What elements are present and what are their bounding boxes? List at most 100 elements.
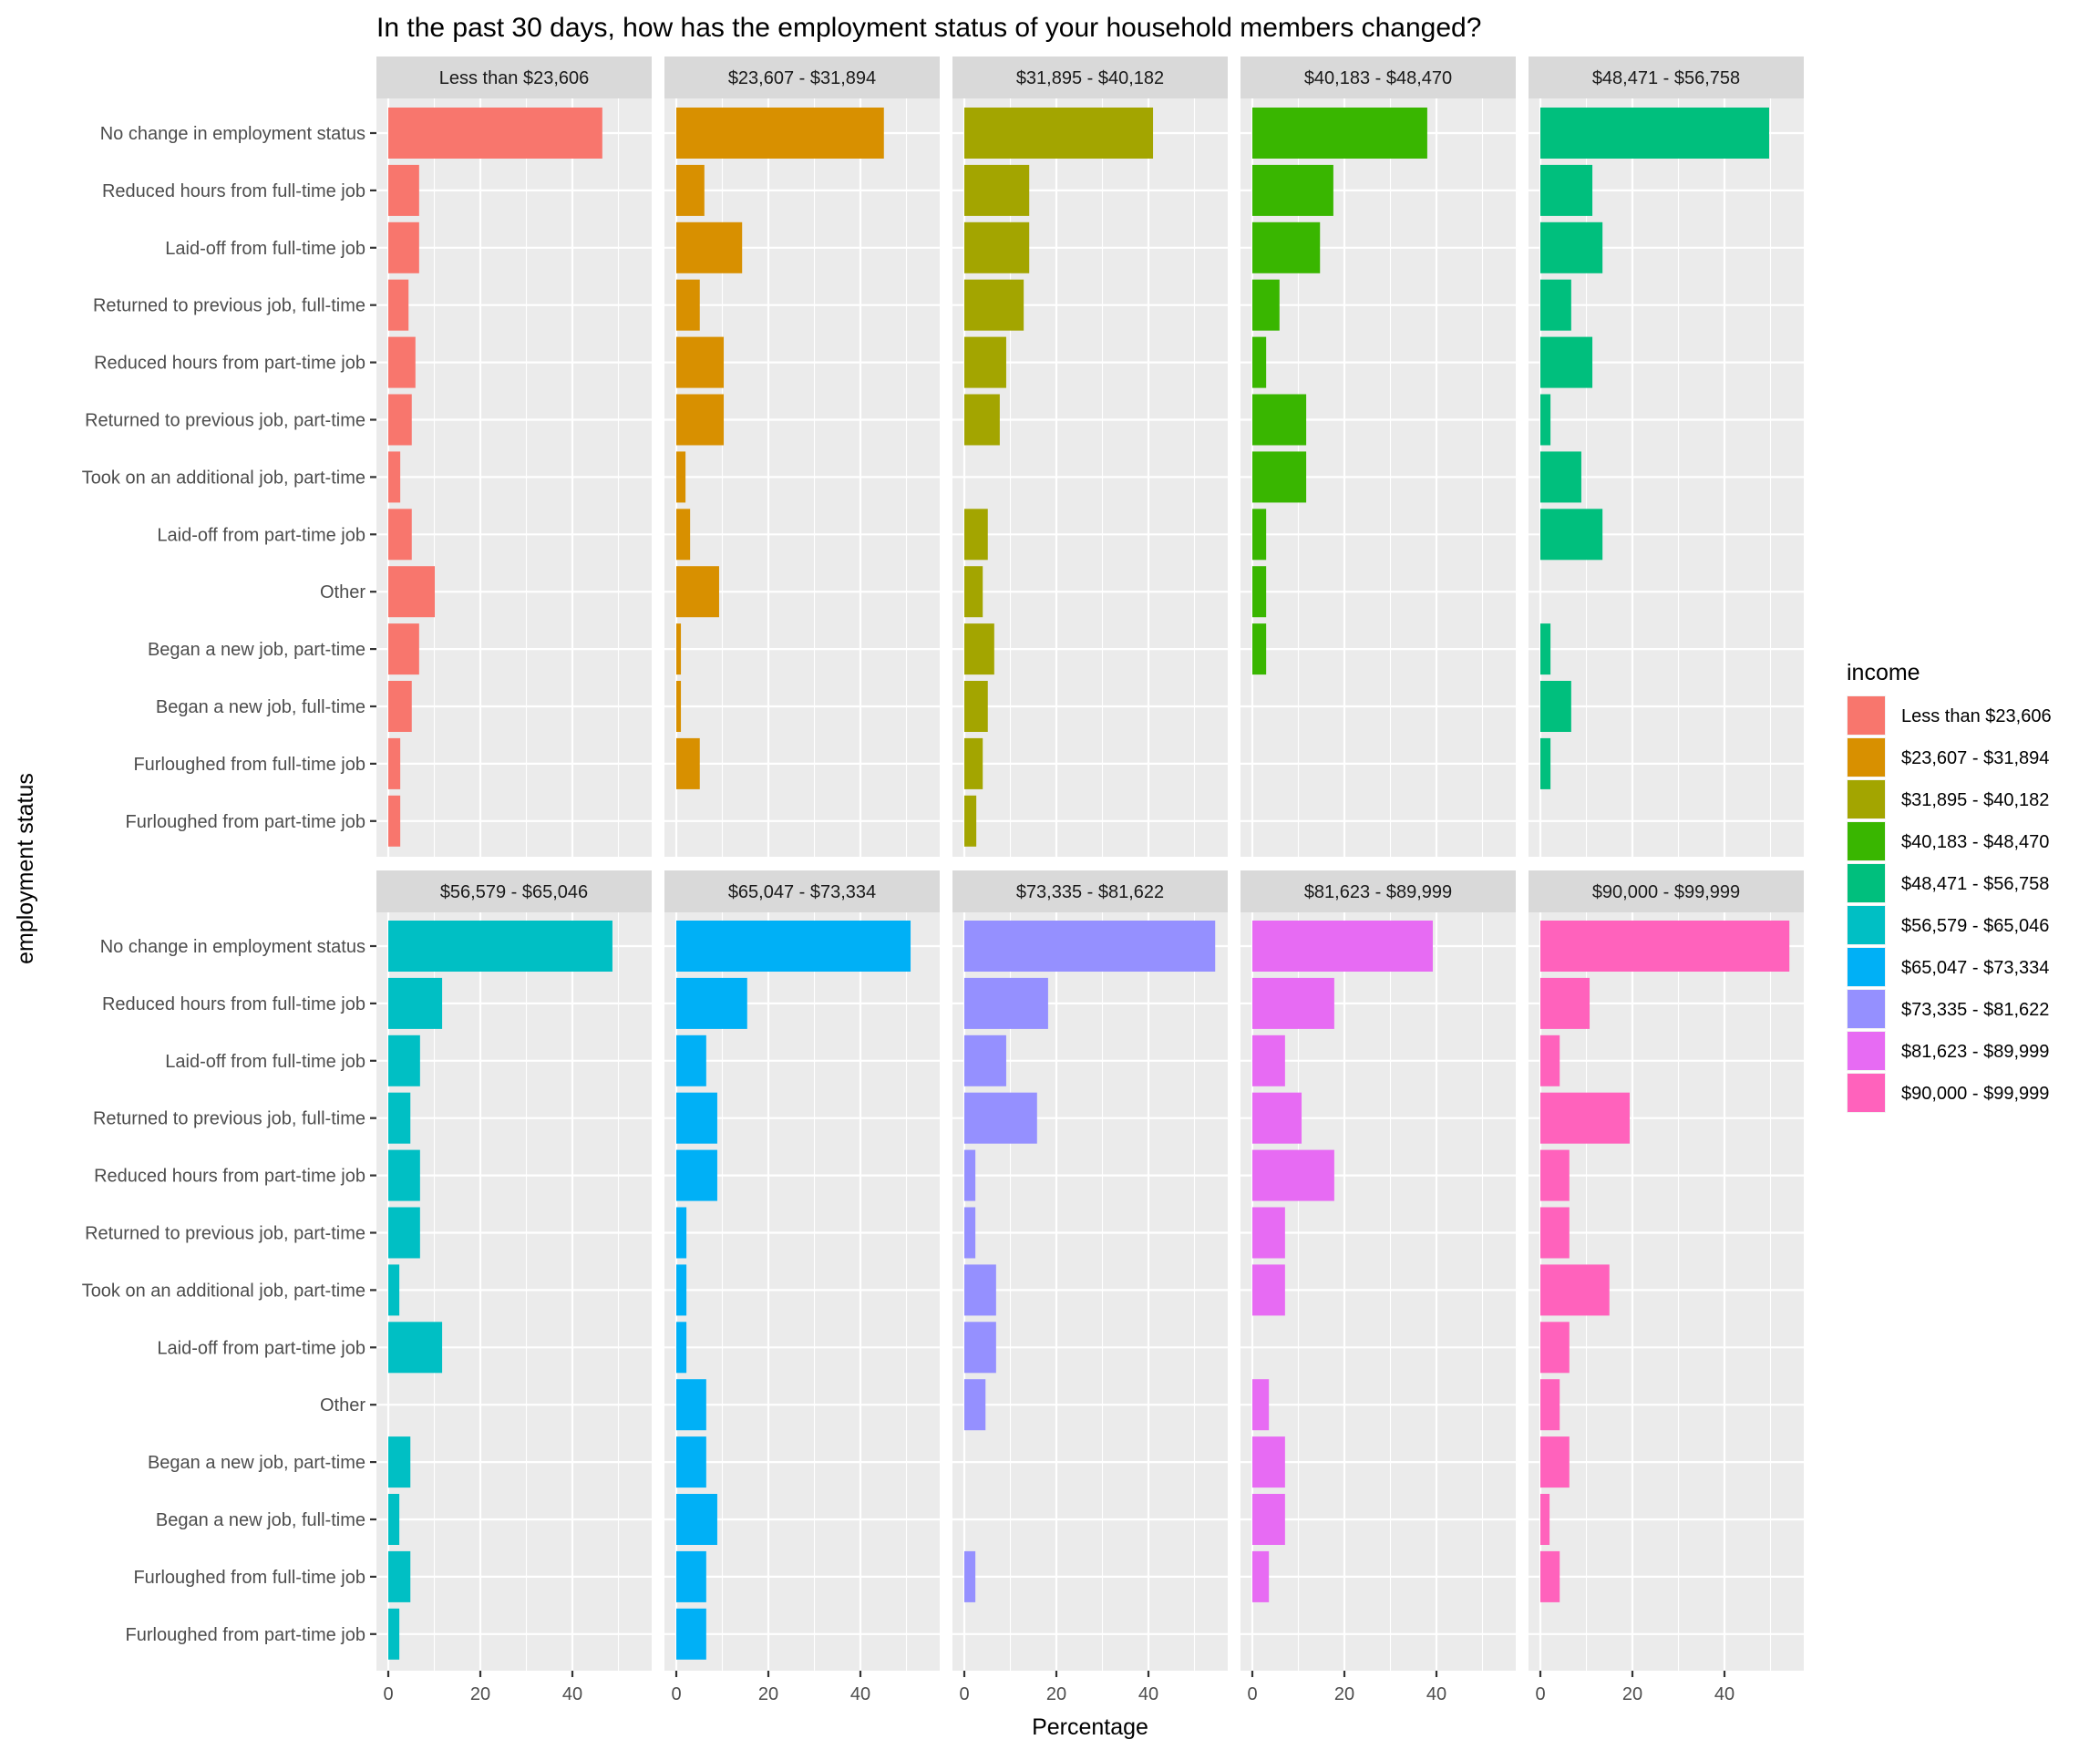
legend-item: $81,623 - $89,999 [1847, 1031, 2049, 1071]
bar [1540, 681, 1571, 732]
legend-swatch [1848, 1074, 1885, 1112]
bar [1252, 1494, 1285, 1545]
bar [676, 336, 725, 388]
bar [676, 394, 725, 446]
bar [1252, 279, 1280, 331]
y-tick-label: Returned to previous job, part-time [85, 411, 365, 431]
bar [388, 451, 401, 503]
bar [1252, 164, 1333, 216]
bar [1252, 1379, 1270, 1431]
legend-label: $81,623 - $89,999 [1901, 1042, 2049, 1062]
y-tick-label: Returned to previous job, full-time [93, 1109, 365, 1129]
bar [1252, 921, 1433, 972]
facet-strip-label: $90,000 - $99,999 [1592, 882, 1740, 902]
bar [1540, 164, 1593, 216]
bar [1252, 1149, 1334, 1201]
bar [1540, 623, 1551, 675]
legend-swatch [1848, 822, 1885, 860]
facet-strip-label: $40,183 - $48,470 [1304, 68, 1452, 88]
bar [388, 108, 602, 159]
bar [964, 279, 1024, 331]
chart-title: In the past 30 days, how has the employm… [376, 13, 1481, 43]
bar [676, 1608, 706, 1660]
y-tick-label: Reduced hours from part-time job [94, 354, 365, 374]
bar [388, 1149, 420, 1201]
bar [1540, 221, 1603, 273]
bar [1540, 1264, 1610, 1316]
bar [1540, 1207, 1570, 1259]
bar [676, 681, 682, 732]
x-tick-label: 40 [562, 1684, 582, 1704]
y-tick-label: Began a new job, part-time [148, 1453, 365, 1473]
bar [388, 737, 401, 789]
bar [388, 566, 436, 618]
bar [388, 221, 419, 273]
bar [388, 1035, 420, 1086]
facet-panel: $23,607 - $31,894 [664, 57, 940, 857]
legend-item: Less than $23,606 [1847, 695, 2052, 736]
y-tick-label: Took on an additional job, part-time [82, 468, 365, 488]
legend-label: $65,047 - $73,334 [1901, 958, 2049, 978]
bar [1540, 108, 1769, 159]
bar [1540, 394, 1551, 446]
legend-swatch [1848, 780, 1885, 818]
bar [1252, 1550, 1270, 1602]
bar [964, 681, 988, 732]
bar [388, 1322, 443, 1374]
bar [388, 681, 412, 732]
facet-panels: Less than $23,606 No change in employment… [82, 57, 1804, 1704]
bar [1540, 1494, 1550, 1545]
facet-strip [1240, 870, 1516, 912]
legend-item: $48,471 - $56,758 [1847, 863, 2049, 903]
facet-strip-label: $73,335 - $81,622 [1016, 882, 1164, 902]
bar [676, 451, 686, 503]
y-tick-label: Returned to previous job, part-time [85, 1224, 365, 1244]
facet-panel: $81,623 - $89,999 0 20 40 [1240, 870, 1516, 1704]
bar [1540, 1379, 1560, 1431]
bar [388, 977, 443, 1029]
y-tick-label: Began a new job, part-time [148, 640, 365, 660]
bar [1540, 921, 1790, 972]
y-tick-label: Reduced hours from part-time job [94, 1167, 365, 1187]
x-tick-label: 20 [1622, 1684, 1642, 1704]
bar [964, 509, 988, 561]
bar [676, 1322, 687, 1374]
bar [1252, 977, 1334, 1029]
x-tick-label: 40 [850, 1684, 870, 1704]
legend-label: $90,000 - $99,999 [1901, 1084, 2049, 1104]
bar [964, 566, 983, 618]
legend-label: $48,471 - $56,758 [1901, 874, 2049, 894]
bar [1252, 221, 1321, 273]
bar [964, 1092, 1037, 1144]
bar [676, 623, 682, 675]
bar [964, 737, 983, 789]
bar [1540, 1436, 1570, 1488]
bar [388, 279, 409, 331]
bar [388, 1494, 400, 1545]
bar [676, 509, 691, 561]
bar [1540, 1322, 1570, 1374]
bar [964, 221, 1030, 273]
bar [1540, 1550, 1560, 1602]
facet-strip [376, 57, 652, 98]
legend-swatch [1848, 1032, 1885, 1070]
bar [964, 977, 1048, 1029]
bar [1252, 1092, 1302, 1144]
facet-strip [664, 870, 940, 912]
facet-strip-label: $65,047 - $73,334 [728, 882, 876, 902]
bar [1540, 279, 1571, 331]
bar [1540, 451, 1581, 503]
x-tick-label: 40 [1138, 1684, 1158, 1704]
legend-swatch [1848, 990, 1885, 1028]
x-tick-label: 0 [383, 1684, 393, 1704]
bar [1540, 977, 1590, 1029]
x-tick-label: 0 [1535, 1684, 1545, 1704]
bar [676, 977, 747, 1029]
y-tick-label: Began a new job, full-time [156, 697, 365, 717]
legend-swatch [1848, 738, 1885, 777]
legend-label: $31,895 - $40,182 [1901, 790, 2049, 810]
legend-title: income [1847, 660, 1920, 685]
bar [388, 509, 412, 561]
facet-strip-label: $81,623 - $89,999 [1304, 882, 1452, 902]
y-tick-label: Furloughed from full-time job [133, 755, 365, 775]
